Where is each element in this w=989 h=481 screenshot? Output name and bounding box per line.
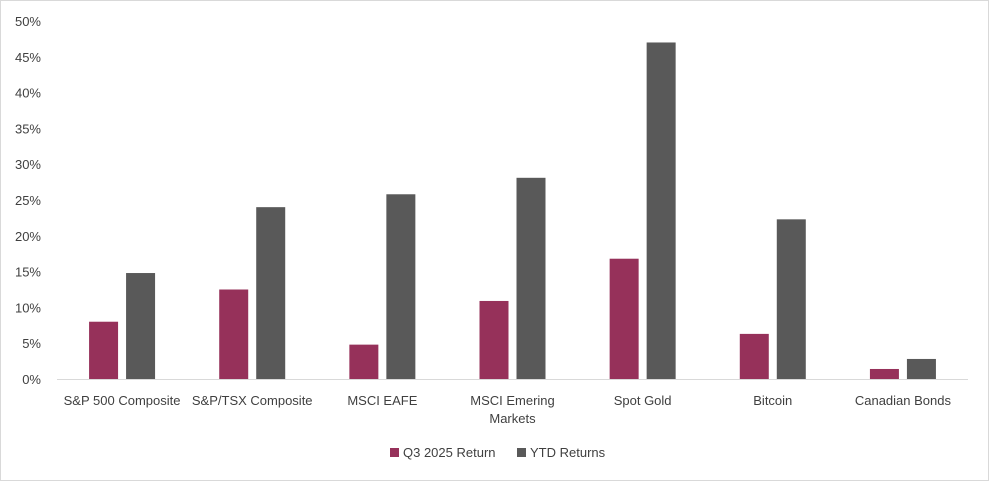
bar-q3-2025-return [89, 321, 119, 379]
bar-q3-2025-return [479, 300, 509, 379]
legend-swatch [517, 448, 526, 457]
y-tick-label: 20% [15, 229, 41, 244]
y-tick-label: 5% [22, 336, 41, 351]
x-category-label: Markets [489, 411, 536, 426]
bar-ytd-returns [906, 358, 936, 379]
legend-label: Q3 2025 Return [403, 445, 496, 460]
x-category-label: Spot Gold [614, 393, 672, 408]
bar-q3-2025-return [869, 368, 899, 379]
legend-swatch [390, 448, 399, 457]
x-category-label: S&P 500 Composite [64, 393, 181, 408]
bar-ytd-returns [646, 42, 676, 379]
bar-ytd-returns [386, 194, 416, 379]
x-category-label: MSCI EAFE [347, 393, 417, 408]
y-tick-label: 10% [15, 300, 41, 315]
x-axis: S&P 500 Composite S&P/TSX Composite MSCI E… [64, 393, 952, 426]
y-tick-label: 50% [15, 14, 41, 29]
bar-q3-2025-return [609, 258, 639, 379]
x-category-label: MSCI Emering [470, 393, 555, 408]
y-tick-label: 0% [22, 372, 41, 387]
bar-q3-2025-return [739, 333, 769, 379]
x-category-label: Bitcoin [753, 393, 792, 408]
x-category-label: Canadian Bonds [855, 393, 952, 408]
bars [89, 42, 936, 379]
y-tick-label: 40% [15, 86, 41, 101]
y-axis: 0% 5% 10% 15% 20% 25% 30% 35% 40% 45% 50% [15, 14, 41, 387]
legend: Q3 2025 Return YTD Returns [390, 445, 606, 460]
bar-ytd-returns [776, 219, 806, 379]
y-tick-label: 30% [15, 157, 41, 172]
y-tick-label: 35% [15, 121, 41, 136]
bar-q3-2025-return [349, 344, 379, 379]
x-category-label: S&P/TSX Composite [192, 393, 313, 408]
bar-ytd-returns [126, 273, 156, 379]
y-tick-label: 45% [15, 50, 41, 65]
y-tick-label: 25% [15, 193, 41, 208]
legend-label: YTD Returns [530, 445, 606, 460]
bar-ytd-returns [516, 177, 546, 379]
y-tick-label: 15% [15, 265, 41, 280]
bar-ytd-returns [256, 207, 286, 379]
bar-q3-2025-return [219, 289, 249, 379]
